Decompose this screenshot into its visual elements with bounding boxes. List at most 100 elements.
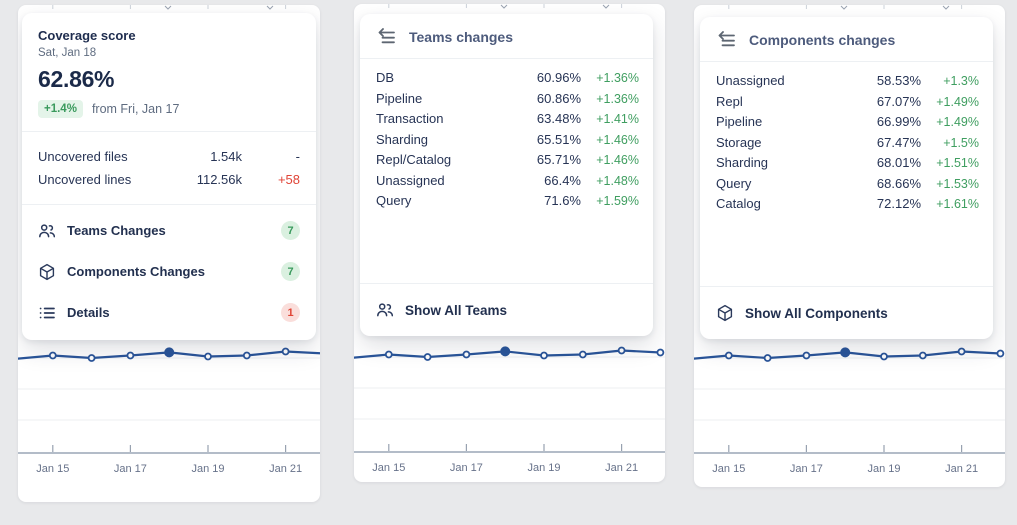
component-name: Query [716,175,752,191]
svg-text:Jan 21: Jan 21 [269,463,302,475]
people-icon [377,303,394,317]
team-delta: +1.48% [596,173,639,188]
popover-title: Coverage score [38,28,136,43]
svg-text:Jan 19: Jan 19 [867,463,900,475]
coverage-trend-chart[interactable]: Jan 15 Jan 17 Jan 19 Jan 21 [694,5,1005,487]
team-delta: +1.46% [596,153,639,167]
component-value: 58.53% [876,73,921,88]
back-icon[interactable] [376,28,396,46]
team-delta: +1.59% [596,194,639,208]
stat-delta: - [295,149,300,164]
menu-item-label: Details [67,305,110,320]
component-name: Unassigned [716,73,785,88]
stat-value: 112.56k [196,172,242,187]
component-name: Storage [716,134,762,150]
cube-icon [39,263,55,280]
team-name: Unassigned [376,172,445,188]
component-row: Unassigned 58.53% +1.3% [716,71,979,92]
team-name: Sharding [376,131,429,147]
cube-icon [717,304,733,322]
component-value: 67.07% [876,93,921,109]
date-label: Sat, Jan 18 [38,47,97,59]
svg-text:Jan 19: Jan 19 [191,463,224,475]
popover-title: Components changes [749,32,896,48]
teams-changes-popover: Teams changes DB 60.96% +1.36% Pipeline … [360,14,653,336]
svg-text:Jan 15: Jan 15 [372,462,405,474]
component-row: Repl 67.07% +1.49% [716,92,979,113]
svg-text:Jan 21: Jan 21 [945,463,978,475]
component-name: Repl [716,93,743,109]
menu-item-teams-changes[interactable]: Teams Changes 7 [22,210,316,251]
coverage-trend-chart[interactable]: Jan 15 Jan 17 Jan 19 Jan 21 [18,5,320,502]
divider [360,283,653,284]
show-all-components-label: Show All Components [745,305,888,321]
team-name: DB [376,70,395,85]
component-delta: +1.51% [936,156,979,170]
delta-row: +1.4% from Fri, Jan 17 [38,100,300,118]
team-name: Repl/Catalog [376,152,452,167]
menu-item-details[interactable]: Details 1 [22,292,316,333]
component-row: Pipeline 66.99% +1.49% [716,112,979,133]
stat-row-uncovered-lines: Uncovered lines 112.56k +58 [38,168,300,191]
component-delta: +1.49% [936,115,979,129]
teams-popover-header: Teams changes [360,14,653,58]
components-chart-card: Jan 15 Jan 17 Jan 19 Jan 21 Components chan… [694,5,1005,487]
teams-chart-card: Jan 15 Jan 17 Jan 19 Jan 21 Teams changes D… [354,4,665,482]
show-all-teams-label: Show All Teams [405,302,508,318]
team-row: Unassigned 66.4% +1.48% [376,171,639,192]
component-delta: +1.49% [936,94,979,109]
component-value: 66.99% [876,114,921,129]
svg-text:Jan 17: Jan 17 [790,463,823,475]
component-name: Catalog [716,196,761,211]
back-icon[interactable] [716,31,736,49]
team-value: 65.51% [536,131,581,147]
divider [360,58,653,59]
component-row: Query 68.66% +1.53% [716,174,979,195]
team-value: 71.6% [544,193,581,208]
team-delta: +1.36% [596,71,639,85]
coverage-chart-card: Jan 15 Jan 17 Jan 19 Jan 21 Coverage score … [18,5,320,502]
stat-value: 1.54k [210,149,242,164]
divider [22,131,316,132]
component-name: Sharding [716,155,769,170]
component-value: 68.66% [876,175,921,191]
component-value: 67.47% [876,134,921,150]
show-all-components-button[interactable]: Show All Components [700,287,993,339]
component-row: Storage 67.47% +1.5% [716,133,979,154]
team-name: Pipeline [376,90,423,106]
svg-text:Jan 21: Jan 21 [605,462,638,474]
divider [22,204,316,205]
components-popover-header: Components changes [700,17,993,61]
team-row: Query 71.6% +1.59% [376,191,639,212]
menu-item-label: Components Changes [67,264,205,279]
team-row: DB 60.96% +1.36% [376,68,639,89]
coverage-trend-chart[interactable]: Jan 15 Jan 17 Jan 19 Jan 21 [354,4,665,482]
divider [700,286,993,287]
stat-delta: +58 [277,172,300,187]
people-icon [39,223,56,237]
team-value: 66.4% [544,172,581,188]
popover-title: Teams changes [409,29,514,45]
team-name: Query [376,193,412,208]
menu-item-components-changes[interactable]: Components Changes 7 [22,251,316,292]
team-value: 60.86% [536,90,581,106]
team-value: 63.48% [536,111,581,126]
component-row: Catalog 72.12% +1.61% [716,194,979,215]
delta-badge: +1.4% [38,100,83,118]
coverage-score-popover: Coverage score Sat, Jan 18 62.86% +1.4% … [22,13,316,340]
components-changes-badge: 7 [281,262,300,281]
team-delta: +1.46% [596,132,639,147]
team-row: Repl/Catalog 65.71% +1.46% [376,150,639,171]
component-delta: +1.53% [936,176,979,191]
show-all-teams-button[interactable]: Show All Teams [360,284,653,336]
team-value: 65.71% [536,152,581,167]
svg-text:Jan 15: Jan 15 [712,463,745,475]
stat-row-uncovered-files: Uncovered files 1.54k - [38,145,300,168]
svg-text:Jan 17: Jan 17 [450,462,483,474]
teams-list: DB 60.96% +1.36% Pipeline 60.86% +1.36% … [360,59,653,283]
menu-item-label: Teams Changes [67,223,166,238]
components-list: Unassigned 58.53% +1.3% Repl 67.07% +1.4… [700,62,993,286]
divider [700,61,993,62]
component-value: 68.01% [876,155,921,170]
